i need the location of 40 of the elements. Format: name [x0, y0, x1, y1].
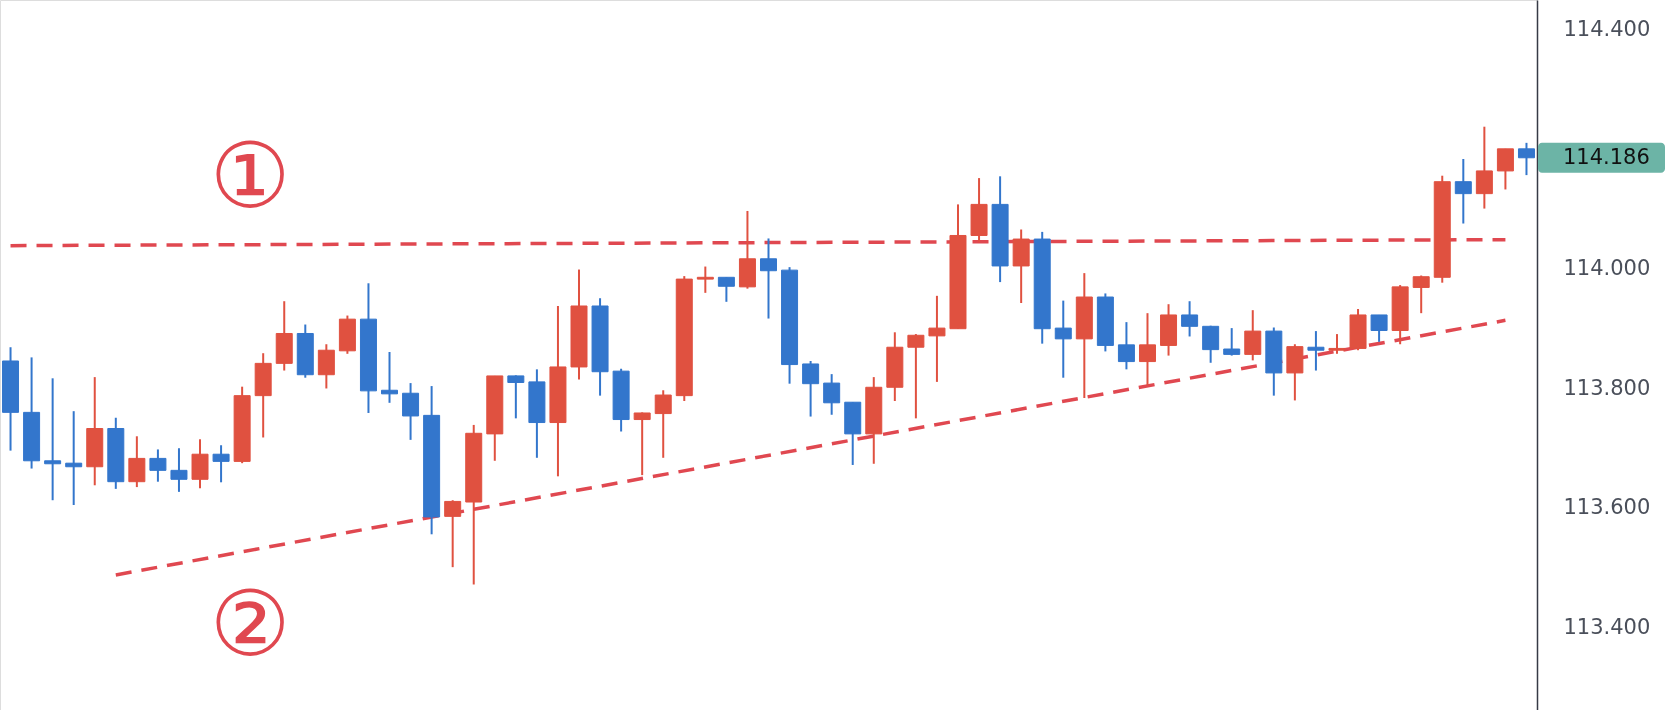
y-tick-label: 114.400	[1563, 17, 1651, 42]
annotation: ①	[209, 123, 291, 228]
candlestick	[44, 377, 62, 502]
candlestick	[1475, 125, 1493, 210]
candlestick	[1117, 321, 1135, 371]
candlestick	[823, 373, 841, 416]
candlestick	[1496, 147, 1514, 191]
y-tick-label: 113.400	[1563, 615, 1651, 640]
candlestick	[1454, 157, 1472, 225]
candlestick	[760, 237, 777, 320]
candlestick	[802, 359, 820, 418]
candlestick	[1412, 274, 1430, 315]
candlestick	[1328, 333, 1346, 355]
candlestick	[1307, 330, 1325, 372]
candlestick	[170, 447, 188, 493]
candlestick	[696, 265, 714, 294]
annotation: ②	[209, 571, 291, 676]
candlestick	[928, 294, 946, 383]
y-tick-label: 114.000	[1563, 256, 1651, 281]
candlestick	[633, 411, 651, 477]
candlestick	[149, 448, 167, 483]
y-tick-label: 113.600	[1563, 495, 1651, 520]
y-tick-label: 113.800	[1563, 375, 1651, 400]
candlestick	[1202, 324, 1220, 364]
candlestick	[1054, 299, 1072, 379]
candlestick	[1138, 312, 1156, 387]
candlestick	[1370, 313, 1388, 343]
candlestick	[1223, 327, 1241, 357]
candlestick	[128, 435, 146, 489]
candlestick	[444, 499, 462, 569]
candlestick	[212, 444, 230, 484]
candlestick	[507, 374, 525, 420]
candlestick	[654, 389, 672, 459]
candlestick	[1181, 300, 1199, 338]
text: 114.186	[1563, 144, 1650, 169]
candlestick	[402, 382, 420, 441]
candlestick	[717, 276, 735, 303]
candlestick	[1244, 309, 1262, 362]
candlestick	[907, 333, 925, 420]
candlestick	[1517, 141, 1535, 177]
